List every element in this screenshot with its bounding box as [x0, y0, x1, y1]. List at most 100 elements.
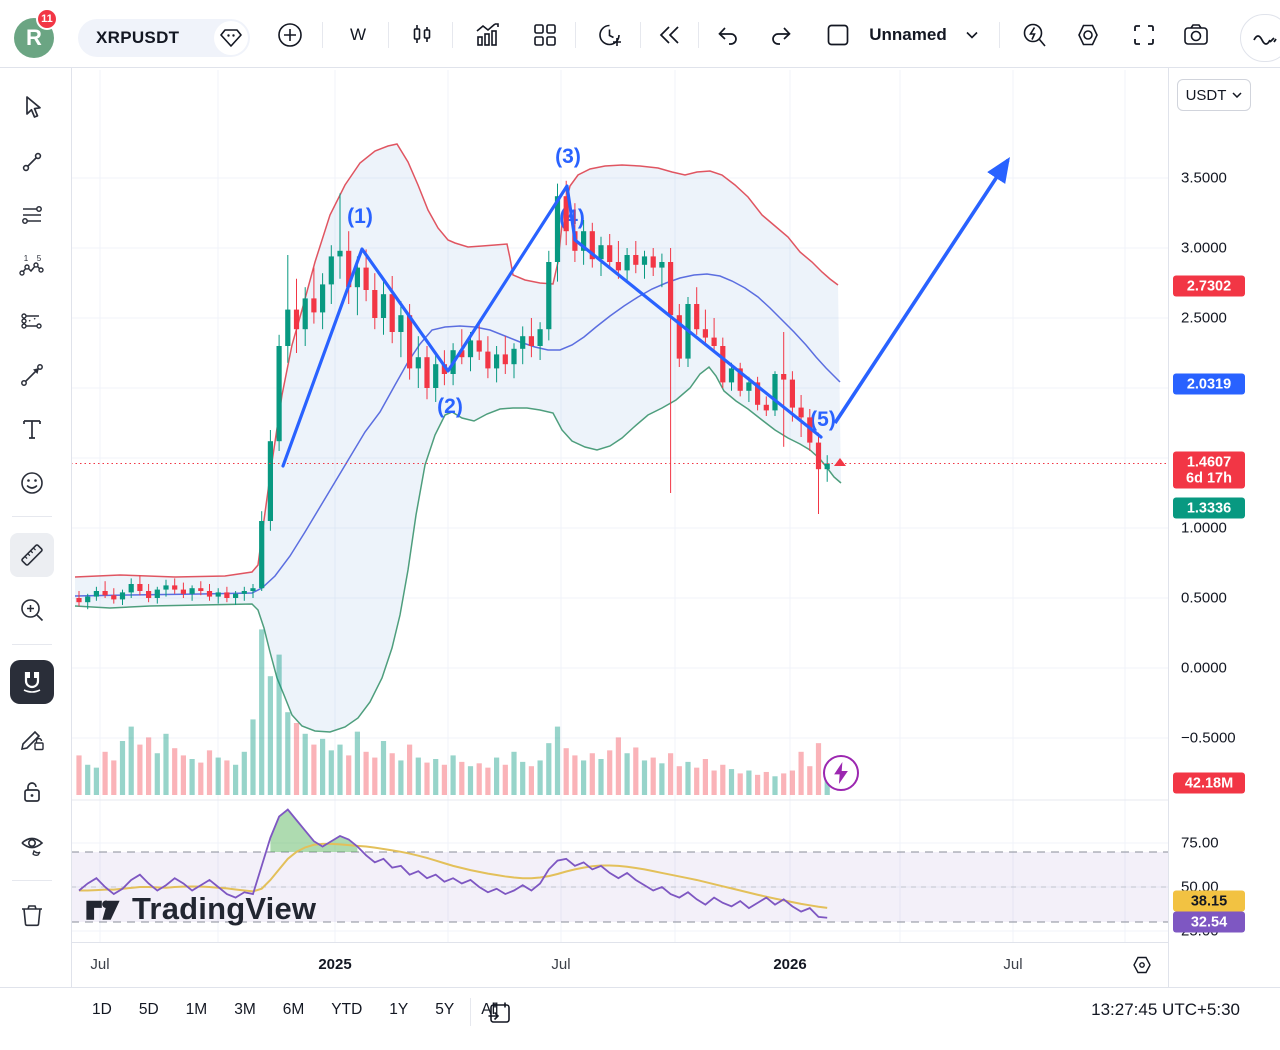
currency-dropdown[interactable]: USDT [1177, 79, 1251, 111]
volume-bar [372, 757, 378, 795]
range-button-1d[interactable]: 1D [92, 1001, 112, 1018]
clock[interactable]: 13:27:45 UTC+5:30 [1091, 1000, 1240, 1019]
volume-bar [346, 755, 352, 795]
axis-tick-label: −0.5000 [1181, 729, 1236, 747]
volume-bar [224, 760, 230, 795]
range-button-ytd[interactable]: YTD [331, 1001, 363, 1018]
candle-body [624, 255, 630, 271]
remove-all-icon[interactable] [10, 893, 54, 937]
undo-icon[interactable] [710, 17, 746, 53]
rsi-overbought-fill [270, 809, 358, 852]
publish-icon[interactable] [1240, 14, 1280, 62]
tradingview-watermark: TradingView [84, 890, 316, 928]
candles-style-icon[interactable] [404, 17, 440, 53]
camera-icon[interactable] [1178, 17, 1214, 53]
volume-bar [659, 763, 665, 795]
ruler-icon[interactable] [10, 533, 54, 577]
alert-clock-icon[interactable] [592, 17, 628, 53]
arrow-marker-icon[interactable] [10, 353, 54, 397]
wave-label[interactable]: (3) [555, 145, 581, 168]
layout-grid-icon[interactable] [527, 17, 563, 53]
candle-body [85, 596, 91, 603]
volume-bar [476, 763, 482, 795]
range-button-6m[interactable]: 6M [282, 1001, 305, 1018]
candle-body [76, 598, 82, 603]
candle-body [763, 404, 769, 411]
layout-square-icon[interactable] [820, 17, 856, 53]
volume-bar [206, 750, 213, 795]
volume-bar [311, 744, 317, 795]
volume-bar [389, 753, 395, 795]
elliott-wave-lines[interactable] [281, 156, 1010, 468]
go-to-date-icon[interactable] [486, 1000, 512, 1026]
wave-label[interactable]: (1) [347, 205, 373, 228]
price-badge: 2.0319 [1173, 373, 1245, 395]
volume-bar [598, 759, 604, 795]
axis-tick-label: 0.0000 [1181, 659, 1227, 677]
volume-bar [563, 748, 569, 795]
rsi-ma-line [79, 842, 828, 909]
axis-tick-label: 2.5000 [1181, 309, 1227, 327]
wave-label[interactable]: (2) [437, 395, 463, 418]
chevron-down-icon[interactable] [960, 17, 984, 53]
fullscreen-icon[interactable] [1126, 17, 1162, 53]
volume-bar [728, 769, 735, 795]
indicators-icon[interactable] [470, 17, 506, 53]
layout-name-button[interactable]: Unnamed [856, 17, 960, 53]
redo-icon[interactable] [763, 17, 799, 53]
volume-bar [746, 770, 752, 795]
text-tool-icon[interactable] [10, 407, 54, 451]
range-button-3m[interactable]: 3M [234, 1001, 256, 1018]
prediction-tool-icon[interactable] [10, 299, 54, 343]
range-button-1m[interactable]: 1M [185, 1001, 208, 1018]
projection-arrow[interactable] [833, 156, 1010, 424]
candle-body [267, 441, 273, 521]
volume-bar [720, 764, 726, 795]
candle-body [119, 592, 126, 600]
volume-bar [363, 751, 369, 795]
volume-bar [85, 764, 91, 795]
volume-bar [807, 766, 813, 795]
range-button-5y[interactable]: 5Y [435, 1001, 455, 1018]
candle-body [311, 298, 317, 313]
avatar[interactable]: R [14, 18, 54, 58]
symbol-search[interactable]: XRPUSDT [78, 19, 250, 57]
fib-retracement-icon[interactable] [10, 193, 54, 237]
candle-body [189, 588, 195, 594]
candle-body [476, 340, 482, 352]
time-axis[interactable]: Jul 2025 Jul 2026 Jul [71, 942, 1168, 988]
emoji-tool-icon[interactable] [10, 461, 54, 505]
lock-all-icon[interactable] [10, 770, 54, 814]
wave-label[interactable]: (5) [810, 408, 836, 431]
axis-settings-hexagon-icon[interactable] [1130, 953, 1154, 977]
interval-button[interactable]: W [349, 25, 367, 44]
settings-hexagon-icon[interactable] [1070, 17, 1106, 53]
candle-body [372, 290, 378, 318]
axis-tick-label: 1.0000 [1181, 519, 1227, 537]
volume-bar [259, 629, 265, 795]
volume-bar [415, 757, 421, 795]
bar-replay-icon[interactable] [652, 17, 688, 53]
quick-search-icon[interactable] [1016, 17, 1052, 53]
magnet-icon[interactable] [10, 660, 54, 704]
hide-all-icon[interactable] [10, 823, 54, 867]
candle-body [224, 592, 230, 598]
range-button-1y[interactable]: 1Y [389, 1001, 409, 1018]
gem-icon[interactable] [214, 21, 248, 55]
compare-plus-icon[interactable] [272, 17, 308, 53]
volume-bar [502, 764, 508, 795]
cursor-icon[interactable] [10, 85, 54, 129]
price-axis[interactable]: USDT 3.50003.00002.50001.50001.00000.500… [1168, 67, 1280, 987]
drawing-lock-icon[interactable] [10, 717, 54, 761]
flash-icon[interactable] [823, 755, 859, 791]
volume-bar [668, 753, 674, 795]
volume-bar [528, 766, 534, 795]
watermark-text: TradingView [132, 891, 317, 926]
trend-line-icon[interactable] [10, 140, 54, 184]
zoom-in-icon[interactable] [10, 588, 54, 632]
rsi-pane [71, 808, 1168, 923]
candle-body [467, 340, 474, 358]
range-button-5d[interactable]: 5D [138, 1001, 159, 1018]
